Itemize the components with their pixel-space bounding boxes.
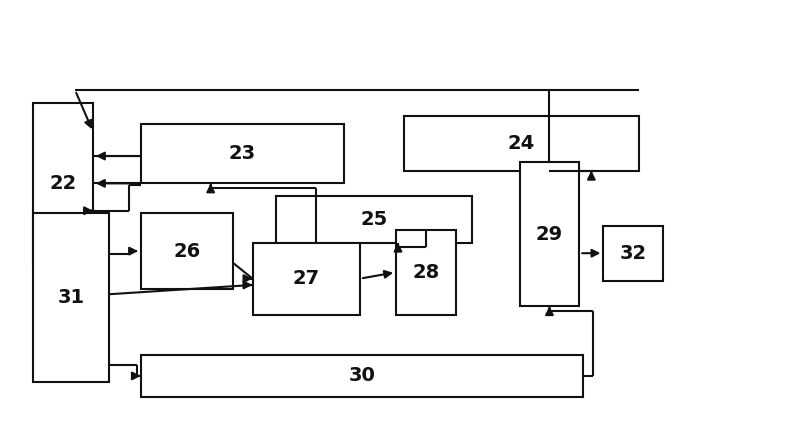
- Text: 24: 24: [508, 134, 535, 153]
- Text: 30: 30: [349, 366, 375, 386]
- Bar: [141, 355, 583, 397]
- Bar: [253, 243, 360, 314]
- Bar: [277, 196, 472, 243]
- Text: 23: 23: [229, 144, 256, 163]
- Text: 27: 27: [293, 269, 320, 288]
- Text: 29: 29: [536, 225, 563, 244]
- Bar: [603, 226, 663, 281]
- Bar: [141, 213, 233, 289]
- Text: 25: 25: [361, 210, 388, 229]
- Text: 26: 26: [173, 242, 200, 261]
- Text: 28: 28: [412, 263, 439, 282]
- Bar: [141, 124, 344, 183]
- Bar: [34, 213, 109, 382]
- Text: 22: 22: [50, 174, 77, 193]
- Bar: [34, 103, 93, 264]
- Bar: [519, 162, 579, 306]
- Bar: [404, 115, 639, 171]
- Text: 32: 32: [620, 244, 646, 263]
- Bar: [396, 230, 456, 314]
- Text: 31: 31: [58, 288, 85, 307]
